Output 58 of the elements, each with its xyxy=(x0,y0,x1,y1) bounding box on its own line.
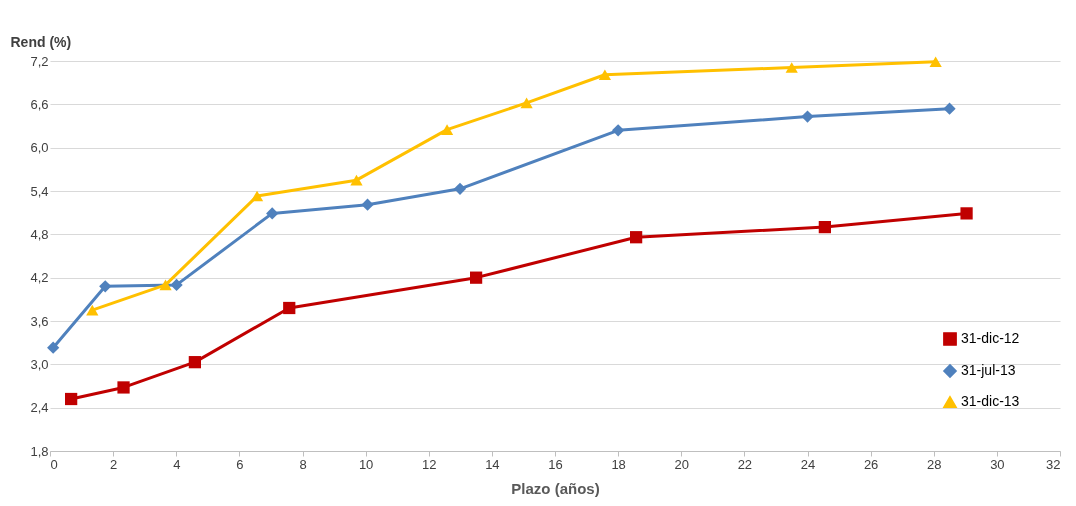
x-tick-label: 4 xyxy=(173,456,181,472)
point xyxy=(283,301,296,315)
point xyxy=(612,124,625,137)
point xyxy=(943,102,956,115)
y-tick-label: 6,6 xyxy=(30,96,49,112)
x-tick-label: 8 xyxy=(299,456,307,472)
point xyxy=(818,220,831,234)
x-axis-title: Plazo (años) xyxy=(511,479,600,497)
y-tick-label: 1,8 xyxy=(30,443,49,459)
x-tick-label: 18 xyxy=(611,456,626,472)
x-tick-label: 22 xyxy=(737,456,753,472)
point xyxy=(520,97,533,109)
point xyxy=(159,279,172,291)
y-tick-label: 5,4 xyxy=(30,183,49,199)
point xyxy=(629,231,643,244)
point xyxy=(785,62,798,73)
point xyxy=(99,280,112,293)
point xyxy=(170,278,183,292)
point xyxy=(86,304,99,316)
y-tick-label: 2,4 xyxy=(30,400,49,416)
point xyxy=(47,341,60,354)
point xyxy=(65,392,78,406)
legend-label: 31-dic-12 xyxy=(961,330,1020,346)
point xyxy=(117,381,130,394)
point xyxy=(440,124,454,135)
point xyxy=(801,110,814,123)
legend-label: 31-jul-13 xyxy=(961,362,1016,378)
y-axis-title: Rend (%) xyxy=(10,33,72,50)
point xyxy=(469,271,483,284)
point xyxy=(188,356,201,369)
point xyxy=(598,69,611,81)
point xyxy=(929,56,942,68)
x-tick-label: 6 xyxy=(236,456,244,472)
x-tick-label: 10 xyxy=(358,456,374,472)
point xyxy=(960,207,973,220)
y-tick-label: 3,6 xyxy=(30,313,49,329)
x-tick-label: 30 xyxy=(990,456,1005,472)
x-tick-label: 20 xyxy=(674,456,689,472)
x-tick-label: 14 xyxy=(485,456,500,472)
x-tick-label: 2 xyxy=(110,456,118,472)
point xyxy=(250,190,264,202)
point xyxy=(350,174,363,186)
x-tick-label: 28 xyxy=(927,456,942,472)
x-tick-label: 26 xyxy=(863,456,879,472)
y-tick-label: 6,0 xyxy=(30,140,49,156)
x-tick-label: 24 xyxy=(800,456,816,472)
point xyxy=(361,198,374,211)
point xyxy=(453,182,467,195)
legend-label: 31-dic-13 xyxy=(961,393,1020,409)
point xyxy=(266,207,279,220)
x-tick-label: 32 xyxy=(1046,456,1061,472)
y-tick-label: 7,2 xyxy=(30,53,49,69)
x-tick-label: 0 xyxy=(50,456,58,472)
y-tick-label: 3,0 xyxy=(30,356,49,372)
x-tick-label: 16 xyxy=(548,456,563,472)
x-tick-label: 12 xyxy=(422,456,437,472)
y-tick-label: 4,8 xyxy=(30,226,49,242)
y-tick-label: 4,2 xyxy=(30,270,49,286)
